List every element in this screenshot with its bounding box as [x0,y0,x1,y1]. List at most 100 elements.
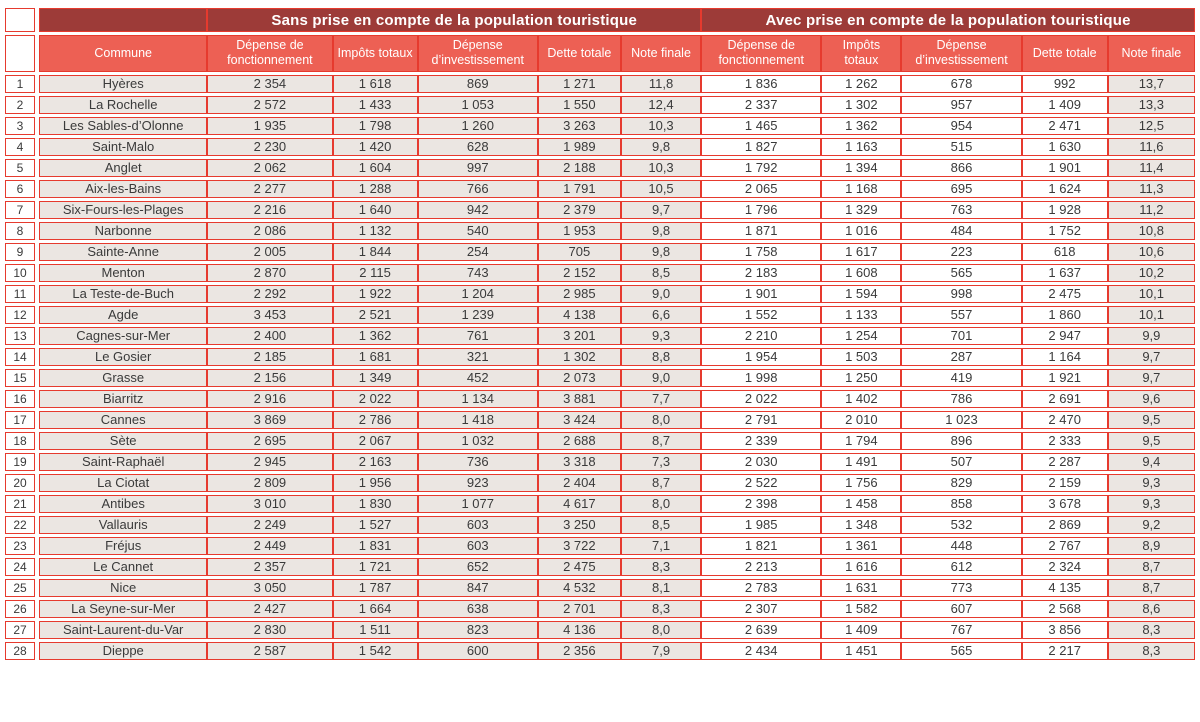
value-cell-avec: 2 337 [701,95,822,114]
rank-cell: 26 [5,599,36,618]
note-finale-avec-cell: 8,3 [1107,620,1195,639]
value-cell-avec: 1 796 [701,200,822,219]
column-gap [35,221,40,240]
commune-cell: Narbonne [39,221,208,240]
value-cell-sans: 2 985 [537,284,621,303]
value-cell-avec: 1 503 [821,347,902,366]
table-row: 12 Agde 3 453 2 521 1 239 4 138 6,6 1 552 1 133 5… [5,305,1195,324]
value-cell-avec: 1 491 [821,452,902,471]
table-row: 26 La Seyne-sur-Mer 2 427 1 664 638 2 701 8,3 2… [5,599,1195,618]
value-cell-avec: 2 767 [1021,536,1108,555]
note-finale-avec-cell: 9,2 [1107,515,1195,534]
commune-cell: Le Gosier [39,347,208,366]
note-finale-sans-cell: 8,5 [620,263,702,282]
column-gap [35,179,40,198]
table-row: 23 Fréjus 2 449 1 831 603 3 722 7,1 1 821 1 361 4… [5,536,1195,555]
value-cell-avec: 1 594 [821,284,902,303]
value-cell-sans: 1 542 [332,641,418,660]
communes-ranking-table: Sans prise en compte de la population to… [5,5,1195,663]
note-finale-avec-cell: 13,7 [1107,74,1195,93]
table-row: 24 Le Cannet 2 357 1 721 652 2 475 8,3 2 213 1 6… [5,557,1195,576]
value-cell-sans: 1 989 [537,137,621,156]
value-cell-sans: 1 302 [537,347,621,366]
value-cell-sans: 254 [417,242,538,261]
col-header-impots-totaux-sans: Impôts totaux [332,35,418,72]
commune-cell: Cagnes-sur-Mer [39,326,208,345]
table-row: 2 La Rochelle 2 572 1 433 1 053 1 550 12,4 2 33… [5,95,1195,114]
value-cell-sans: 628 [417,137,538,156]
value-cell-sans: 2 156 [207,368,333,387]
value-cell-avec: 1 409 [1021,95,1108,114]
value-cell-avec: 612 [901,557,1022,576]
value-cell-avec: 954 [901,116,1022,135]
commune-cell: Anglet [39,158,208,177]
value-cell-avec: 565 [901,263,1022,282]
note-finale-avec-cell: 9,7 [1107,347,1195,366]
commune-cell: Sainte-Anne [39,242,208,261]
table-row: 17 Cannes 3 869 2 786 1 418 3 424 8,0 2 791 2 01… [5,410,1195,429]
note-finale-sans-cell: 9,0 [620,284,702,303]
value-cell-sans: 997 [417,158,538,177]
column-gap [35,410,40,429]
column-header-row: Commune Dépense de fonctionnement Impôts… [5,35,1195,72]
value-cell-avec: 1 402 [821,389,902,408]
value-cell-sans: 452 [417,368,538,387]
value-cell-avec: 786 [901,389,1022,408]
value-cell-sans: 3 250 [537,515,621,534]
value-cell-avec: 2 471 [1021,116,1108,135]
value-cell-sans: 1 077 [417,494,538,513]
note-finale-avec-cell: 10,6 [1107,242,1195,261]
value-cell-sans: 1 922 [332,284,418,303]
value-cell-avec: 2 398 [701,494,822,513]
value-cell-sans: 705 [537,242,621,261]
value-cell-sans: 2 216 [207,200,333,219]
value-cell-sans: 2 292 [207,284,333,303]
note-finale-avec-cell: 9,3 [1107,473,1195,492]
note-finale-sans-cell: 10,5 [620,179,702,198]
col-header-dette-totale-sans: Dette totale [537,35,621,72]
value-cell-avec: 3 678 [1021,494,1108,513]
note-finale-sans-cell: 8,7 [620,473,702,492]
rank-cell: 12 [5,305,36,324]
commune-cell: Antibes [39,494,208,513]
value-cell-sans: 2 163 [332,452,418,471]
value-cell-avec: 1 254 [821,326,902,345]
value-cell-avec: 2 522 [701,473,822,492]
column-gap [35,536,40,555]
value-cell-sans: 1 362 [332,326,418,345]
value-cell-avec: 2 568 [1021,599,1108,618]
column-gap [35,305,40,324]
note-finale-sans-cell: 8,1 [620,578,702,597]
commune-cell: Nice [39,578,208,597]
value-cell-sans: 2 945 [207,452,333,471]
note-finale-sans-cell: 7,9 [620,641,702,660]
table-row: 22 Vallauris 2 249 1 527 603 3 250 8,5 1 985 1 3… [5,515,1195,534]
col-header-depense-fonctionnement-avec: Dépense de fonctionnement [701,35,822,72]
note-finale-avec-cell: 8,7 [1107,557,1195,576]
column-gap [35,368,40,387]
value-cell-sans: 3 010 [207,494,333,513]
note-finale-sans-cell: 10,3 [620,116,702,135]
note-finale-avec-cell: 11,2 [1107,200,1195,219]
value-cell-sans: 2 152 [537,263,621,282]
note-finale-sans-cell: 7,7 [620,389,702,408]
value-cell-sans: 2 357 [207,557,333,576]
value-cell-sans: 2 521 [332,305,418,324]
value-cell-avec: 1 451 [821,641,902,660]
value-cell-sans: 1 604 [332,158,418,177]
value-cell-sans: 2 022 [332,389,418,408]
value-cell-sans: 2 073 [537,368,621,387]
column-gap [35,641,40,660]
value-cell-avec: 287 [901,347,1022,366]
rank-cell: 16 [5,389,36,408]
value-cell-avec: 618 [1021,242,1108,261]
rank-cell: 5 [5,158,36,177]
rank-cell: 27 [5,620,36,639]
column-gap [35,620,40,639]
value-cell-sans: 1 844 [332,242,418,261]
value-cell-avec: 1 133 [821,305,902,324]
value-cell-avec: 2 030 [701,452,822,471]
rank-cell: 7 [5,200,36,219]
value-cell-avec: 4 135 [1021,578,1108,597]
value-cell-avec: 1 361 [821,536,902,555]
